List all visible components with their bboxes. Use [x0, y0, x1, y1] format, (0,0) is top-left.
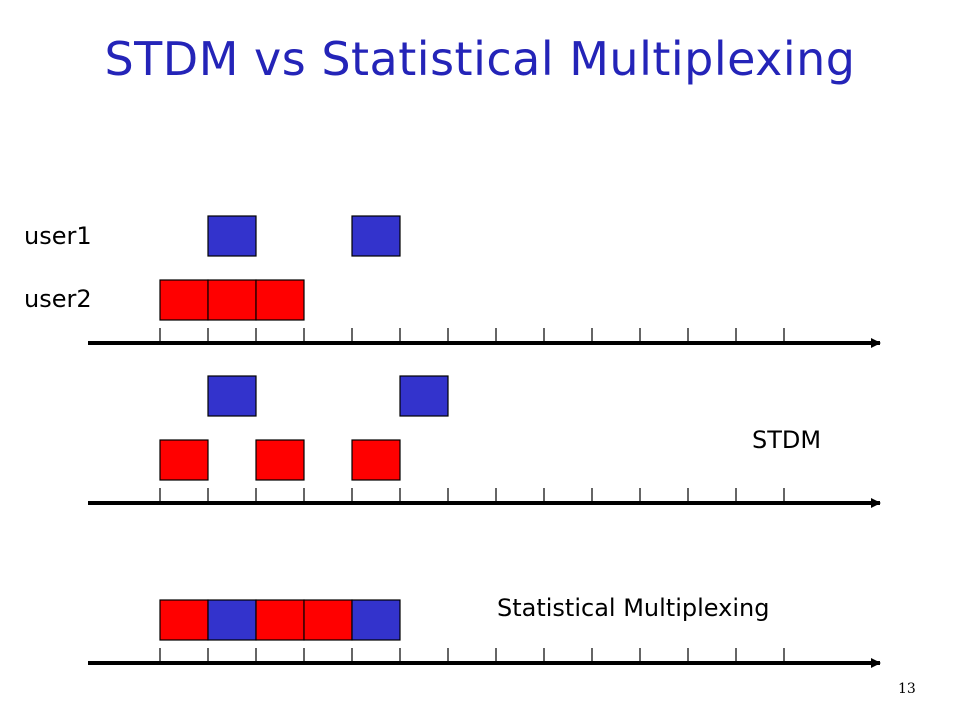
- input-user2-slot: [159, 279, 209, 321]
- input-user1-slot: [207, 215, 257, 257]
- input-user2-slot: [255, 279, 305, 321]
- statmux-user2-slot: [159, 599, 209, 641]
- stdm-user1-slot: [207, 375, 257, 417]
- statmux-user1-slot: [351, 599, 401, 641]
- statmux-user1-slot: [207, 599, 257, 641]
- statmux-user2-slot: [255, 599, 305, 641]
- stdm-label: STDM: [752, 426, 822, 454]
- stdm-user2-slot: [255, 439, 305, 481]
- user2-label: user2: [24, 285, 92, 313]
- input-user1-slot: [351, 215, 401, 257]
- stdm-user1-slot: [399, 375, 449, 417]
- page-number: 13: [898, 681, 916, 697]
- statmux-user2-slot: [303, 599, 353, 641]
- input-user2-slot: [207, 279, 257, 321]
- stdm-user2-slot: [351, 439, 401, 481]
- stdm-user2-slot: [159, 439, 209, 481]
- statistical-multiplexing-label: Statistical Multiplexing: [497, 594, 770, 622]
- user1-label: user1: [24, 222, 92, 250]
- slide-title: STDM vs Statistical Multiplexing: [104, 32, 856, 86]
